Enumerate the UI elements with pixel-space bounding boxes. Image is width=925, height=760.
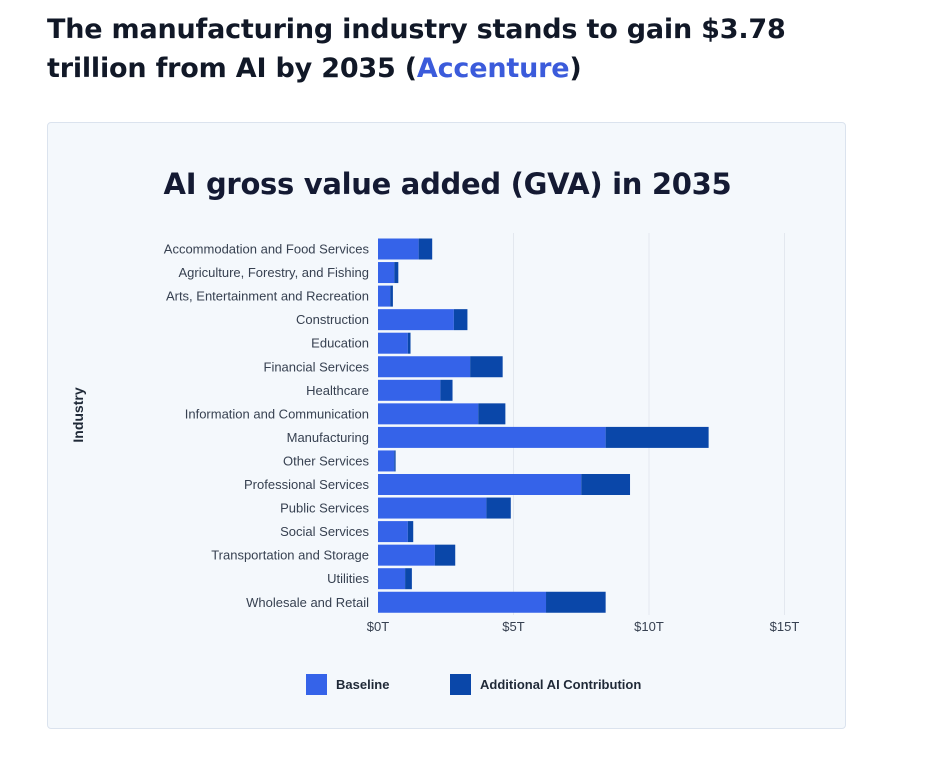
legend-item-ai[interactable]: Additional AI Contribution [450,673,641,695]
bar-ai-contribution [390,285,393,307]
category-label: Agriculture, Forestry, and Fishing [179,265,370,280]
category-label: Manufacturing [287,430,369,445]
bar-baseline [378,450,395,472]
category-label: Wholesale and Retail [246,595,369,610]
bar-baseline [378,379,441,401]
bar-baseline [378,544,435,566]
chart-title: AI gross value added (GVA) in 2035 [163,167,732,201]
chart-card: AI gross value added (GVA) in 2035 Indus… [47,122,846,729]
bar-ai-contribution [440,379,453,401]
bar-baseline [378,262,395,284]
category-label: Utilities [327,571,369,586]
bar-baseline [378,309,454,331]
category-label: Healthcare [306,383,369,398]
bar-ai-contribution [478,403,506,425]
category-label: Accommodation and Food Services [164,242,370,257]
x-tick-label: $15T [770,619,800,634]
category-label: Public Services [280,501,369,516]
category-label: Arts, Entertainment and Recreation [166,289,369,304]
bar-ai-contribution [394,450,396,472]
bar-baseline [378,426,606,448]
bar-ai-contribution [405,568,412,590]
bars [378,238,709,613]
bar-baseline [378,497,487,519]
category-label: Education [311,336,369,351]
legend-item-baseline[interactable]: Baseline [306,673,389,695]
bar-ai-contribution [581,474,631,495]
accenture-link[interactable]: Accenture [416,53,570,84]
x-tick-label: $10T [634,619,664,634]
category-label: Financial Services [264,359,370,374]
bar-baseline [378,238,419,260]
bar-ai-contribution [546,591,606,613]
legend-label-baseline: Baseline [336,676,390,692]
bar-ai-contribution [407,332,411,354]
headline-text: The manufacturing industry stands to gai… [47,14,786,84]
category-label: Transportation and Storage [211,548,369,563]
bar-baseline [378,591,547,613]
bar-ai-contribution [486,497,511,519]
bar-baseline [378,356,471,378]
x-tick-label: $5T [502,619,524,634]
bar-baseline [378,403,479,425]
category-label: Construction [296,312,369,327]
page-headline: The manufacturing industry stands to gai… [47,10,867,88]
gridlines [513,233,785,615]
category-label: Other Services [283,453,369,468]
category-label: Social Services [280,524,369,539]
bar-baseline [378,332,408,354]
bar-ai-contribution [434,544,456,566]
category-label: Information and Communication [185,406,369,421]
bar-ai-contribution [453,309,468,331]
bar-baseline [378,521,408,543]
category-labels: Accommodation and Food Services Agricultu… [164,242,370,610]
bar-baseline [378,285,391,307]
bar-baseline [378,474,582,495]
bar-ai-contribution [394,262,399,284]
bar-ai-contribution [470,356,503,378]
bar-chart: Accommodation and Food Services Agricultu… [164,233,800,634]
x-tick-labels: $0T $5T $10T $15T [367,619,800,634]
bar-baseline [378,568,406,590]
bar-ai-contribution [407,521,414,543]
legend-swatch-ai [450,673,471,695]
category-label: Professional Services [244,477,369,492]
x-tick-label: $0T [367,619,389,634]
legend-label-ai: Additional AI Contribution [480,676,642,692]
bar-ai-contribution [605,426,709,448]
headline-close-paren: ) [569,53,582,84]
bar-ai-contribution [418,238,433,260]
legend-swatch-baseline [306,673,327,695]
